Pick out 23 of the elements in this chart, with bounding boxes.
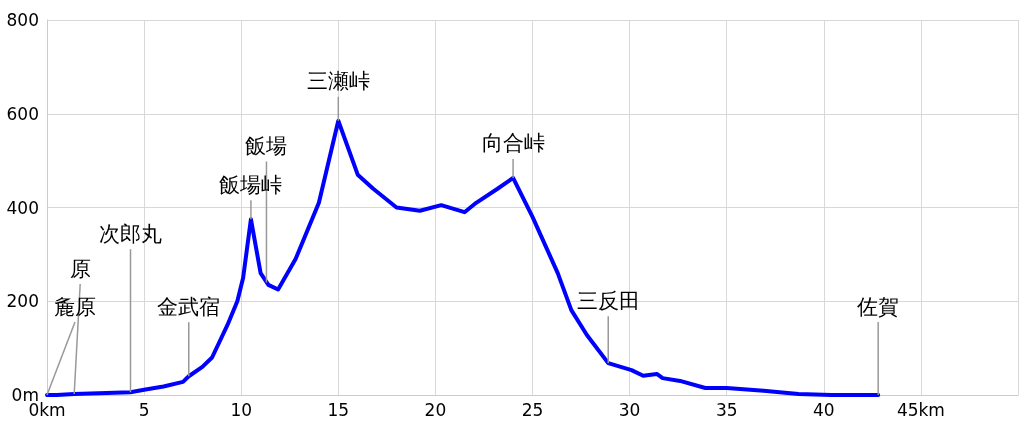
x-tick-label: 15 [327,399,350,420]
x-tick-label: 25 [521,399,544,420]
annotation: 三瀬峠 [306,69,370,94]
y-tick-label: 800 [6,10,39,30]
y-tick-label: 200 [6,291,39,312]
x-tick-label: 5 [138,399,150,420]
annotation: 原 [69,256,91,281]
annotation: 麁原 [54,294,96,319]
x-tick-label: 10 [230,399,253,420]
annotation: 金武宿 [157,294,221,319]
x-tick-label: 40 [812,399,835,420]
annotation: 次郎丸 [99,221,163,246]
x-tick-label: 20 [424,399,447,420]
y-tick-label: 400 [6,197,39,218]
annotation: 飯場峠 [219,172,283,197]
x-tick-label: 35 [715,399,738,420]
annotation: 向合峠 [481,131,545,156]
annotation: 飯場 [245,134,288,158]
x-tick-label: 30 [618,399,641,420]
x-tick-label: 45km [896,399,945,420]
annotation: 三反田 [576,288,640,313]
annotation: 佐賀 [857,294,900,319]
y-tick-label: 600 [6,103,39,124]
